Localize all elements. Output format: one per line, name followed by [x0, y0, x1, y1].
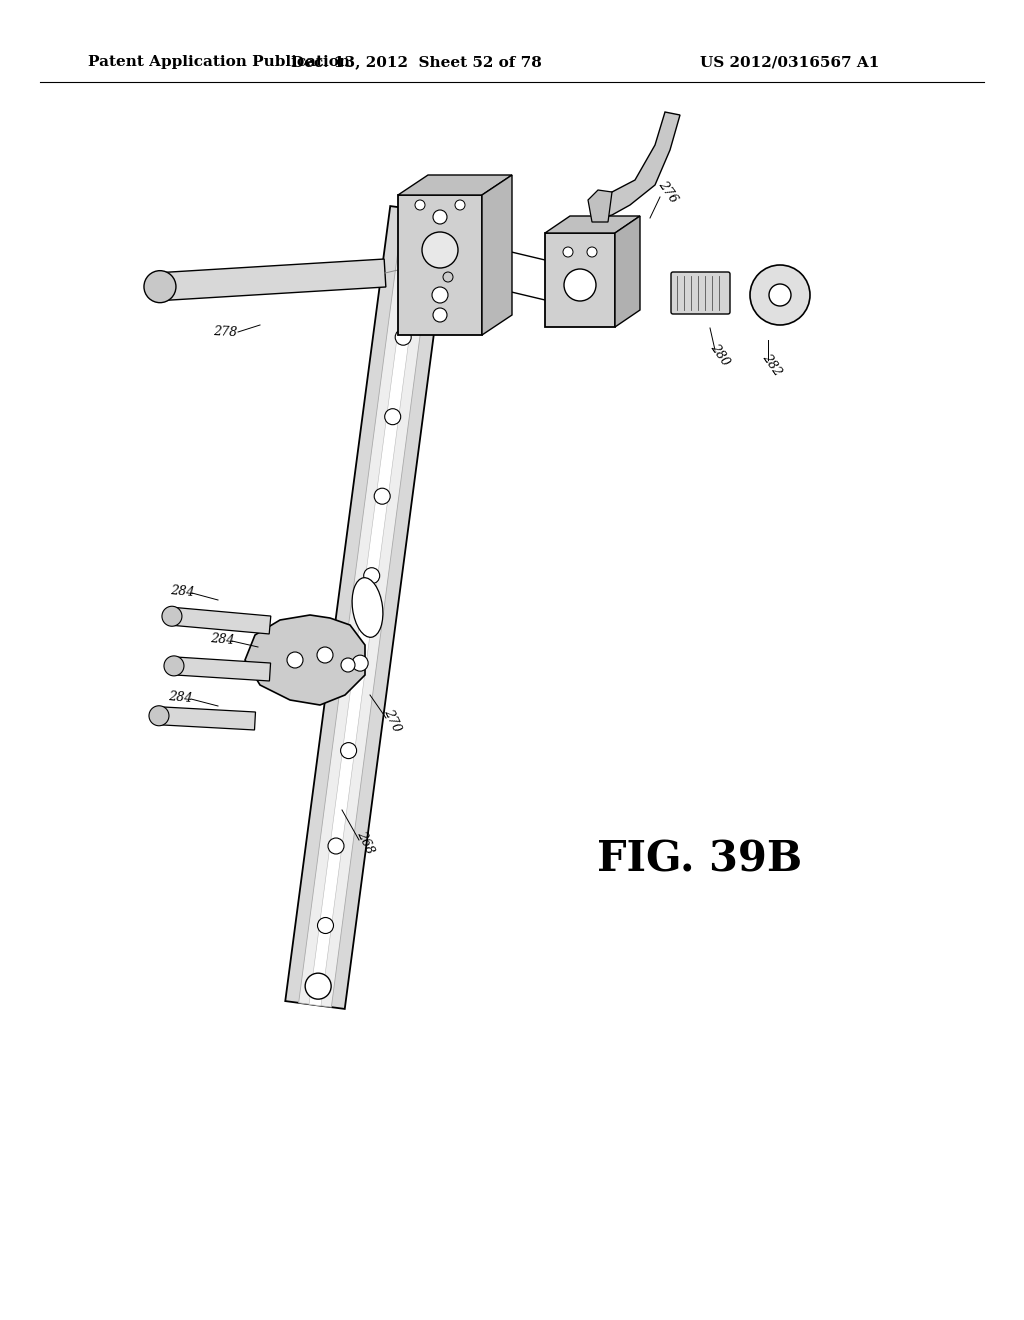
Circle shape [563, 247, 573, 257]
Circle shape [433, 308, 447, 322]
FancyBboxPatch shape [671, 272, 730, 314]
Polygon shape [309, 209, 426, 1006]
Text: 278: 278 [213, 325, 238, 339]
Circle shape [432, 286, 449, 304]
Circle shape [305, 973, 331, 999]
Circle shape [148, 706, 169, 726]
Polygon shape [173, 607, 270, 634]
Circle shape [769, 284, 791, 306]
Circle shape [395, 329, 412, 346]
Polygon shape [545, 216, 640, 234]
Circle shape [422, 232, 458, 268]
Circle shape [162, 606, 182, 626]
Text: FIG. 39B: FIG. 39B [597, 840, 803, 880]
Polygon shape [161, 708, 256, 730]
Circle shape [287, 652, 303, 668]
Text: 276: 276 [655, 178, 680, 206]
Polygon shape [398, 195, 482, 335]
Circle shape [433, 210, 447, 224]
Polygon shape [286, 206, 450, 1008]
Polygon shape [482, 176, 512, 335]
Circle shape [341, 743, 356, 759]
Polygon shape [162, 259, 386, 301]
Circle shape [317, 647, 333, 663]
Circle shape [328, 838, 344, 854]
Circle shape [385, 409, 400, 425]
Text: 282: 282 [760, 351, 784, 379]
Polygon shape [175, 657, 270, 681]
Circle shape [415, 201, 425, 210]
Text: 280: 280 [708, 342, 732, 368]
Circle shape [750, 265, 810, 325]
Text: Patent Application Publication: Patent Application Publication [88, 55, 350, 69]
Circle shape [564, 269, 596, 301]
Circle shape [144, 271, 176, 302]
Text: 270: 270 [381, 706, 403, 734]
Polygon shape [595, 112, 680, 218]
Circle shape [164, 656, 184, 676]
Circle shape [341, 657, 355, 672]
Circle shape [443, 272, 453, 282]
Text: US 2012/0316567 A1: US 2012/0316567 A1 [700, 55, 880, 69]
Circle shape [587, 247, 597, 257]
Polygon shape [545, 234, 615, 327]
Circle shape [374, 488, 390, 504]
Polygon shape [245, 615, 365, 705]
Polygon shape [615, 216, 640, 327]
Text: 268: 268 [354, 829, 376, 855]
Text: 284: 284 [210, 632, 234, 648]
Circle shape [455, 201, 465, 210]
Text: 284: 284 [170, 585, 195, 599]
Ellipse shape [352, 578, 383, 638]
Text: Dec. 13, 2012  Sheet 52 of 78: Dec. 13, 2012 Sheet 52 of 78 [291, 55, 542, 69]
Text: 284: 284 [168, 690, 193, 705]
Circle shape [364, 568, 380, 583]
Polygon shape [299, 207, 436, 1007]
Circle shape [317, 917, 334, 933]
Circle shape [352, 655, 369, 671]
Polygon shape [588, 190, 612, 222]
Polygon shape [398, 176, 512, 195]
